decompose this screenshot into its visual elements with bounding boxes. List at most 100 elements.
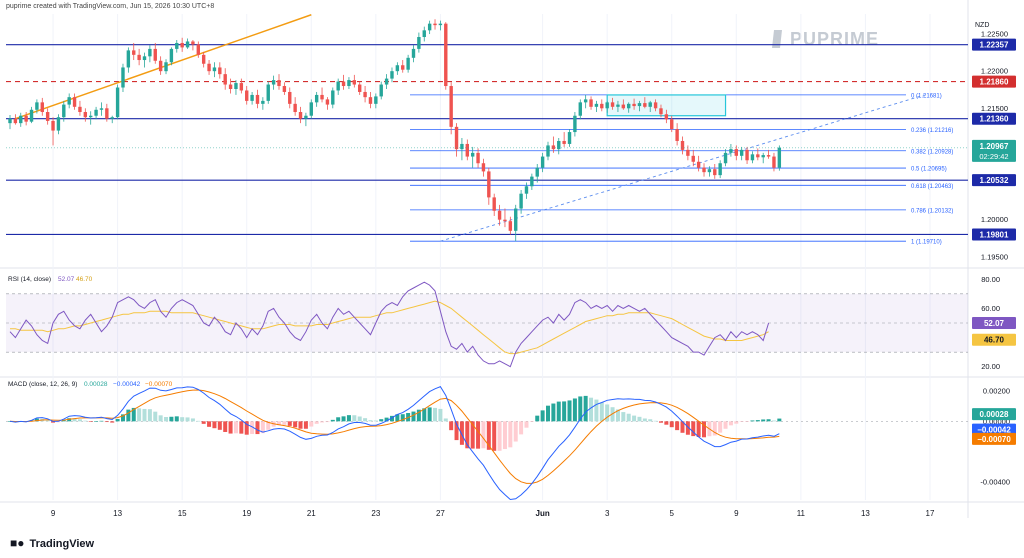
candle[interactable] — [514, 208, 518, 231]
candle[interactable] — [228, 84, 233, 89]
candle[interactable] — [610, 102, 615, 107]
candle[interactable] — [422, 30, 426, 38]
rsi-pane[interactable] — [6, 281, 968, 368]
candle[interactable] — [557, 140, 561, 150]
candle[interactable] — [530, 176, 534, 187]
candle[interactable] — [589, 99, 593, 107]
candle[interactable] — [212, 67, 217, 72]
candle[interactable] — [621, 104, 626, 109]
candle[interactable] — [29, 109, 34, 122]
candle[interactable] — [191, 41, 195, 45]
candle[interactable] — [691, 155, 695, 162]
candle[interactable] — [218, 67, 222, 75]
candle[interactable] — [551, 145, 556, 150]
candle[interactable] — [637, 103, 642, 107]
candle[interactable] — [105, 108, 109, 119]
candle[interactable] — [255, 94, 260, 104]
candle[interactable] — [427, 23, 432, 31]
level-price-tag[interactable] — [972, 112, 1016, 125]
candle[interactable] — [503, 219, 507, 222]
candle[interactable] — [45, 112, 50, 121]
candle[interactable] — [325, 99, 330, 105]
candle[interactable] — [379, 84, 383, 97]
candle[interactable] — [185, 41, 190, 48]
candle[interactable] — [180, 42, 184, 48]
candle[interactable] — [83, 112, 88, 118]
candle[interactable] — [169, 48, 174, 63]
candle[interactable] — [648, 102, 652, 107]
candle[interactable] — [115, 87, 120, 118]
candle[interactable] — [627, 103, 631, 109]
candle[interactable] — [245, 90, 249, 101]
candle[interactable] — [250, 94, 254, 101]
candle[interactable] — [632, 103, 636, 107]
candle[interactable] — [153, 48, 157, 61]
candle[interactable] — [540, 156, 545, 168]
candle[interactable] — [336, 81, 340, 91]
candle[interactable] — [449, 86, 453, 127]
candle[interactable] — [341, 81, 346, 87]
candle[interactable] — [89, 115, 93, 118]
candle[interactable] — [713, 169, 717, 176]
candle[interactable] — [696, 161, 701, 168]
candle[interactable] — [239, 83, 244, 91]
candle[interactable] — [481, 163, 486, 172]
macd-pane[interactable] — [6, 385, 968, 501]
candle[interactable] — [519, 193, 523, 209]
candle[interactable] — [148, 48, 152, 57]
candle[interactable] — [94, 109, 98, 116]
candle[interactable] — [277, 80, 281, 87]
level-price-tag[interactable] — [972, 174, 1016, 187]
candle[interactable] — [438, 23, 443, 26]
candle[interactable] — [535, 167, 539, 177]
last-price-tag[interactable] — [972, 139, 1016, 162]
candle[interactable] — [62, 104, 66, 118]
candle[interactable] — [680, 140, 685, 150]
candle[interactable] — [433, 23, 437, 26]
candle[interactable] — [78, 106, 82, 113]
candle[interactable] — [223, 74, 227, 85]
candle[interactable] — [777, 147, 782, 168]
candle[interactable] — [734, 149, 738, 156]
candle[interactable] — [207, 63, 211, 72]
candle[interactable] — [374, 96, 378, 104]
candle[interactable] — [395, 65, 400, 72]
candle[interactable] — [718, 163, 722, 176]
candle[interactable] — [288, 91, 292, 104]
candle[interactable] — [756, 154, 760, 158]
candle[interactable] — [261, 100, 265, 104]
candle[interactable] — [347, 80, 351, 87]
macd-hist-tag[interactable] — [972, 408, 1016, 421]
macd-line[interactable] — [9, 385, 780, 501]
candle[interactable] — [304, 115, 308, 119]
candle[interactable] — [293, 103, 297, 113]
candle[interactable] — [411, 48, 416, 58]
candle[interactable] — [750, 154, 755, 161]
candle[interactable] — [368, 97, 373, 104]
uptrend-line[interactable] — [15, 14, 312, 120]
price-pane[interactable]: 0 (1.21681) 0.236 (1.21216) 0.382 (1.20928… — [6, 14, 968, 246]
candle[interactable] — [616, 104, 620, 107]
candle[interactable] — [137, 54, 141, 61]
time-axis[interactable]: 9 13 15 19 21 23 27 Jun 3 5 9 11 13 17 — [51, 509, 935, 518]
candle[interactable] — [121, 67, 125, 88]
candle[interactable] — [67, 97, 71, 105]
rsi-ma-value-tag[interactable] — [972, 333, 1016, 346]
candle[interactable] — [460, 143, 464, 150]
candle[interactable] — [406, 57, 410, 70]
candle[interactable] — [766, 155, 771, 157]
candle[interactable] — [358, 84, 362, 92]
candle[interactable] — [417, 37, 421, 49]
candle[interactable] — [196, 44, 200, 55]
level-price-tag[interactable] — [972, 228, 1016, 241]
candle[interactable] — [110, 117, 114, 119]
candle[interactable] — [390, 71, 394, 79]
candle[interactable] — [707, 169, 712, 173]
rsi-ma-line[interactable] — [10, 300, 769, 355]
candle[interactable] — [476, 152, 480, 164]
candle[interactable] — [72, 97, 77, 107]
candle[interactable] — [578, 102, 582, 116]
candle[interactable] — [56, 117, 61, 131]
candle[interactable] — [739, 149, 744, 156]
